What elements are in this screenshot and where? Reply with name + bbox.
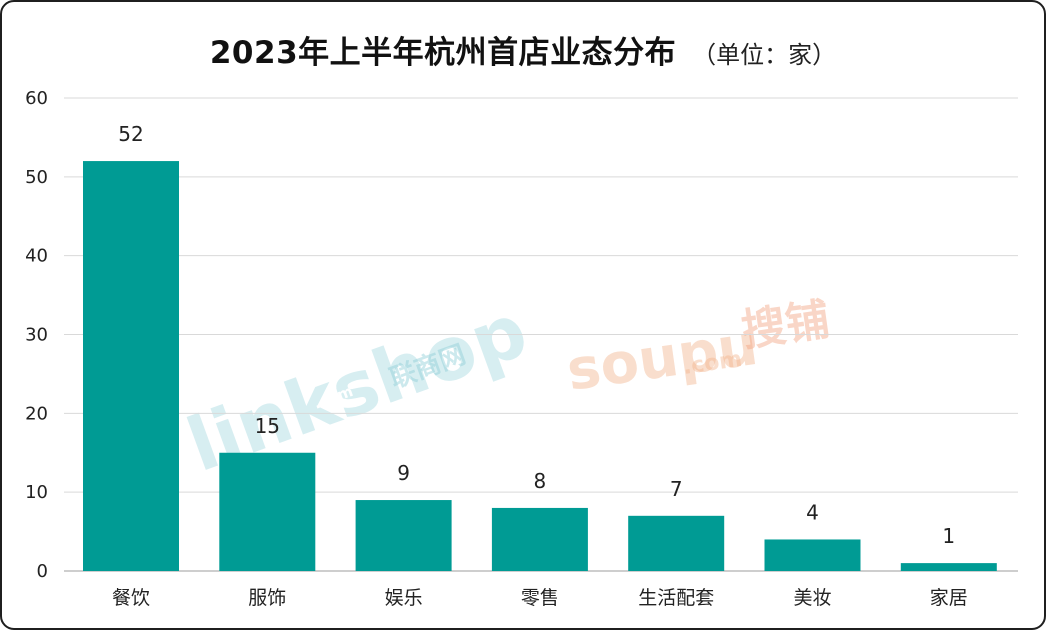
bar-layer	[83, 161, 997, 572]
data-label: 8	[534, 469, 547, 493]
y-tick-label: 50	[25, 167, 48, 188]
x-category-label: 娱乐	[385, 587, 423, 609]
x-category-label: 美妆	[793, 587, 831, 609]
bar	[491, 507, 588, 571]
label-layer: 0 10 20 30 40 50 60 52 餐饮 15 服饰 9 娱乐 8 零售 7 生活配套 4 美妆 1 家居	[25, 88, 968, 609]
y-tick-label: 10	[25, 482, 48, 503]
bar	[628, 515, 725, 571]
x-category-label: 服饰	[248, 587, 286, 609]
chart-title-row: 2023年上半年杭州首店业态分布 （单位：家）	[2, 38, 1044, 69]
bar	[355, 500, 452, 571]
x-category-label: 餐饮	[112, 587, 150, 609]
y-tick-label: 0	[37, 561, 48, 582]
data-label: 7	[670, 477, 683, 501]
chart-subtitle: （单位：家）	[692, 41, 837, 69]
bar	[900, 563, 997, 571]
chart-title: 2023年上半年杭州首店业态分布	[209, 35, 677, 71]
data-label: 1	[942, 524, 955, 548]
y-tick-label: 30	[25, 325, 48, 346]
bar	[219, 452, 316, 571]
y-tick-label: 20	[25, 403, 48, 424]
data-label: 15	[255, 414, 280, 438]
bar	[83, 161, 179, 572]
watermark-soupu-cn: 搜铺	[738, 294, 832, 357]
data-label: 52	[118, 122, 143, 146]
data-label: 9	[397, 461, 410, 485]
grid-layer	[64, 97, 1018, 572]
bar	[764, 539, 861, 571]
x-category-label: 家居	[930, 587, 968, 609]
x-category-label: 生活配套	[638, 587, 714, 609]
y-tick-label: 40	[25, 246, 48, 267]
x-category-label: 零售	[521, 587, 559, 609]
data-label: 4	[806, 500, 819, 524]
y-tick-label: 60	[25, 88, 48, 109]
